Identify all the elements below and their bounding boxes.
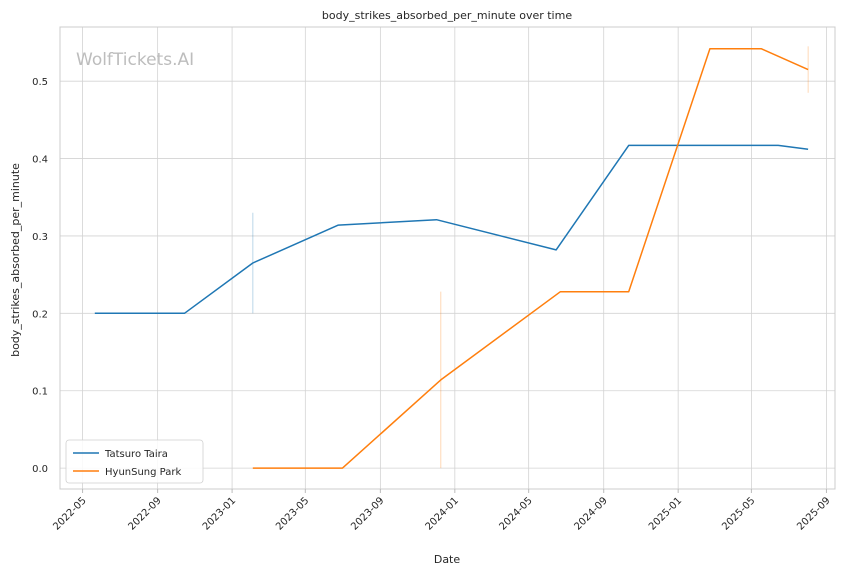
y-tick-label: 0.1 — [32, 387, 48, 398]
x-tick-label: 2023-05 — [274, 495, 311, 532]
x-tick-label: 2025-01 — [647, 495, 684, 532]
series-line-tatsuro-taira — [94, 144, 809, 315]
chart-title: body_strikes_absorbed_per_minute over ti… — [322, 9, 572, 22]
x-tick-label: 2023-09 — [349, 495, 386, 532]
y-axis-ticks: 0.0 0.1 0.2 0.3 0.4 0.5 — [32, 77, 48, 475]
x-tick-label: 2022-09 — [126, 495, 163, 532]
y-tick-label: 0.3 — [32, 232, 48, 243]
series-line-hyunsung-park — [252, 47, 809, 469]
legend-box — [65, 439, 204, 484]
x-axis-label: Date — [434, 553, 461, 566]
x-tick-label: 2024-05 — [497, 495, 534, 532]
y-axis-label: body_strikes_absorbed_per_minute — [9, 163, 22, 357]
y-tick-label: 0.5 — [32, 77, 48, 88]
legend-label-hyunsung-park: HyunSung Park — [105, 467, 181, 478]
x-tick-label: 2025-05 — [720, 495, 757, 532]
y-tick-label: 0.0 — [32, 464, 48, 475]
error-bars — [252, 46, 809, 469]
legend: Tatsuro Taira HyunSung Park — [65, 439, 204, 484]
x-tick-label: 2025-09 — [795, 495, 832, 532]
plot-frame — [59, 26, 836, 490]
legend-label-tatsuro-taira: Tatsuro Taira — [104, 449, 168, 460]
x-tick-label: 2022-05 — [51, 495, 88, 532]
y-tick-label: 0.2 — [32, 309, 48, 320]
grid-lines — [60, 27, 835, 489]
y-tick-label: 0.4 — [32, 155, 48, 166]
x-tick-label: 2024-01 — [424, 495, 461, 532]
x-axis-ticks: 2022-05 2022-09 2023-01 2023-05 2023-09 2024-… — [51, 489, 833, 533]
x-tick-label: 2024-09 — [573, 495, 610, 532]
series-lines — [94, 47, 809, 469]
x-tick-label: 2023-01 — [201, 495, 238, 532]
watermark-text: WolfTickets.AI — [76, 50, 194, 70]
